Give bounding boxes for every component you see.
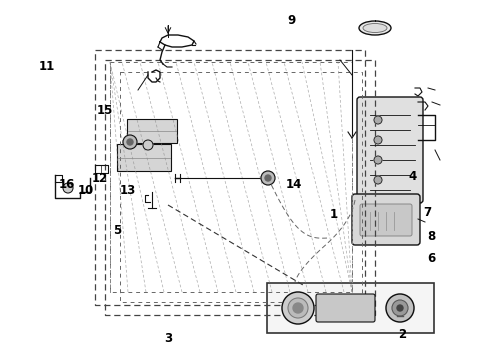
Circle shape xyxy=(288,298,308,318)
Text: 10: 10 xyxy=(78,184,94,198)
Circle shape xyxy=(397,305,403,311)
FancyBboxPatch shape xyxy=(316,294,375,322)
Text: 1: 1 xyxy=(330,208,338,221)
FancyBboxPatch shape xyxy=(357,97,423,203)
Text: 16: 16 xyxy=(59,179,75,192)
Circle shape xyxy=(127,139,133,145)
Circle shape xyxy=(265,175,271,181)
Circle shape xyxy=(123,135,137,149)
Ellipse shape xyxy=(363,23,387,32)
Circle shape xyxy=(261,171,275,185)
FancyBboxPatch shape xyxy=(117,144,171,171)
Text: 9: 9 xyxy=(287,14,295,27)
FancyBboxPatch shape xyxy=(127,119,177,143)
Text: 7: 7 xyxy=(423,206,431,219)
Text: 13: 13 xyxy=(120,184,136,198)
Circle shape xyxy=(63,183,73,193)
Circle shape xyxy=(143,140,153,150)
Ellipse shape xyxy=(359,21,391,35)
Text: 2: 2 xyxy=(398,328,406,342)
Circle shape xyxy=(374,176,382,184)
Text: 14: 14 xyxy=(286,179,302,192)
Circle shape xyxy=(282,292,314,324)
FancyBboxPatch shape xyxy=(360,204,412,236)
Text: 3: 3 xyxy=(164,332,172,345)
FancyBboxPatch shape xyxy=(352,194,420,245)
Circle shape xyxy=(374,136,382,144)
Text: 12: 12 xyxy=(92,171,108,184)
Text: 6: 6 xyxy=(427,252,435,266)
FancyBboxPatch shape xyxy=(267,283,434,333)
Text: 4: 4 xyxy=(409,171,417,184)
Circle shape xyxy=(374,116,382,124)
Text: 15: 15 xyxy=(97,104,113,117)
Circle shape xyxy=(293,303,303,313)
Circle shape xyxy=(374,156,382,164)
Circle shape xyxy=(392,300,408,316)
Circle shape xyxy=(386,294,414,322)
Text: 11: 11 xyxy=(39,60,55,73)
Text: 5: 5 xyxy=(113,225,121,238)
Text: 8: 8 xyxy=(427,230,435,243)
